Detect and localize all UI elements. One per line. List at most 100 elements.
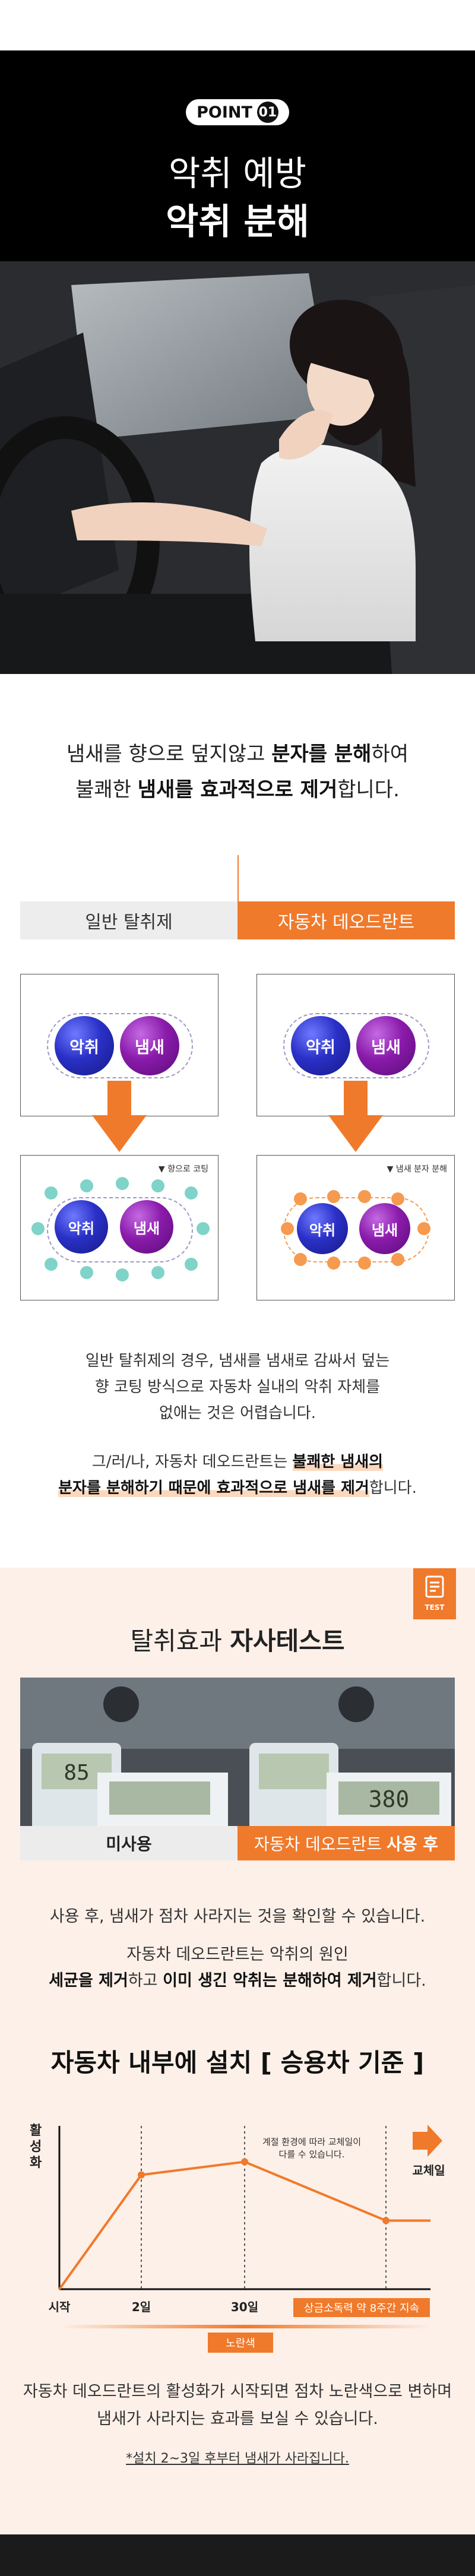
meter-after-reading: 380 [369,1786,410,1812]
test-text2-bold-a: 세균을 제거 [49,1971,128,1990]
chart-x-tick-start: 시작 [49,2300,71,2314]
intro-line2-a: 불쾌한 [75,778,138,802]
intro-line1-a: 냄새를 향으로 덮지않고 [66,742,272,766]
yellow-badge [208,2333,273,2353]
compare-right-header: 자동차 데오드란트 [238,901,455,939]
odor-ball: 악취 [297,1203,348,1254]
closing-note: *설치 2~3일 후부터 냄새가 사라집니다. [126,2451,349,2466]
point-badge: POINT 01 [186,99,289,125]
left-top-oval [47,1013,193,1078]
meter-before-reading: 85 [64,1761,89,1785]
decomposed-dot [294,1253,307,1266]
smell-ball: 냄새 [356,1016,416,1075]
explain-p1-line3: 없애는 것은 어렵습니다. [159,1404,316,1422]
test-text2-d: 합니다. [376,1971,426,1990]
left-arrow-down-icon [92,1081,147,1152]
scent-dot [151,1266,164,1279]
test-text2-line2: 세균을 제거하고 이미 생긴 악취는 분해하여 제거합니다. [0,1968,475,1994]
smell-ball: 냄새 [120,1200,173,1254]
explain-p1-line2: 향 코팅 방식으로 자동차 실내의 악취 자체를 [94,1378,381,1396]
decomposed-dot [358,1190,371,1203]
meter-after-illustration: 380 [238,1678,455,1850]
scent-dot [185,1258,198,1271]
right-bottom-tag: ▼ 냄새 분자 분해 [387,1164,447,1174]
test-title-a: 탈취효과 [130,1626,230,1656]
scent-dot [116,1268,129,1281]
intro-line1-c: 하여 [371,742,409,766]
hero-photo [0,261,475,674]
right-arrow-down-icon [328,1081,383,1152]
odor-ball: 악취 [55,1016,114,1075]
test-text2-line1: 자동차 데오드란트는 악취의 원인 [126,1945,349,1964]
label-after-bold: 사용 후 [386,1834,438,1854]
scent-dot [80,1179,93,1192]
intro-line2-c: 합니다. [337,778,400,802]
test-text2-bold-c: 이미 생긴 악취는 분해하여 제거 [163,1971,377,1990]
yellow-label: 노란색 [226,2337,255,2350]
scent-dot [80,1266,93,1279]
scent-dot [151,1179,164,1192]
decomposed-dot [327,1190,340,1203]
explain-p2-line1-a: 그/러/나, 자동차 데오드란트는 [91,1453,293,1471]
duration-badge [293,2298,430,2317]
arrow-right-icon [413,2125,442,2157]
closing-line1: 자동차 데오드란트의 활성화가 시작되면 점차 노란색으로 변하며 [23,2382,452,2401]
left-bottom-box: ▼ 향으로 코팅 악취 냄새 [20,1155,218,1300]
closing-text: 자동차 데오드란트의 활성화가 시작되면 점차 노란색으로 변하며 냄새가 사라… [0,2378,475,2433]
decomposed-dot [327,1257,340,1270]
chart-x-tick-30: 30일 [231,2300,258,2314]
chart-replace-label: 교체일 [412,2163,445,2178]
hero-title-line2: 악취 분해 [166,201,309,243]
graph-title: 자동차 내부에 설치 [ 승용차 기준 ] [50,2048,425,2077]
label-before: 미사용 [20,1826,238,1860]
divider-line [238,855,239,903]
scent-dot [31,1222,45,1235]
woman-in-car-illustration [0,261,475,674]
chart-series-line [58,2160,387,2290]
decomposed-dot [294,1192,307,1205]
explain-p2-line2-highlight: 분자를 분해하기 때문에 효과적으로 냄새를 제거 [58,1479,369,1497]
chart-guides [141,2126,387,2289]
explain-p2-line1-highlight: 불쾌한 냄새의 [292,1453,384,1471]
test-badge-label: TEST [425,1603,445,1612]
smell-ball: 냄새 [120,1016,179,1075]
decomposed-dot [391,1253,404,1266]
duration-label: 상금소독력 약 8주간 지속 [304,2302,419,2315]
test-badge: TEST [413,1568,456,1619]
intro-line2-bold: 냄새를 효과적으로 제거 [137,778,338,802]
decomposed-dot [417,1222,430,1235]
decomposed-dot [358,1257,371,1270]
closing-line2: 냄새가 사라지는 효과를 보실 수 있습니다. [97,2410,378,2428]
scent-dot [116,1177,129,1190]
scent-dot [45,1258,58,1271]
top-strip [0,0,475,50]
chart-ylabel-3: 화 [30,2156,42,2170]
label-after-a: 자동차 데오드란트 [254,1834,382,1854]
test-text-1: 사용 후, 냄새가 점차 사라지는 것을 확인할 수 있습니다. [49,1907,426,1926]
chart-ylabel-2: 성 [30,2140,42,2154]
test-title: 탈취효과 자사테스트 [0,1621,475,1657]
chart-ylabel-1: 활 [30,2124,42,2138]
explain-paragraph-1: 일반 탈취제의 경우, 냄새를 냄새로 감싸서 덮는 향 코팅 방식으로 자동차… [0,1348,475,1426]
scent-dot [185,1186,198,1200]
chart-note-line2: 다를 수 있습니다. [279,2149,345,2160]
meter-before-illustration: 85 [20,1678,238,1850]
explain-p2-line2-b: 합니다. [369,1479,417,1497]
intro-line1-bold: 분자를 분해 [271,742,372,766]
test-photo-before: 85 [20,1678,238,1850]
compare-left-header: 일반 탈취제 [20,901,238,939]
scent-dot [45,1186,58,1200]
left-bottom-tag: ▼ 향으로 코팅 [158,1164,208,1174]
activation-chart: 활 성 화 계절 환경에 따라 교체일이 다를 수 있습니다. 교체일 시작 2… [30,2124,445,2353]
test-text2-b: 하고 [128,1971,163,1990]
chart-note-line1: 계절 환경에 따라 교체일이 [262,2137,361,2147]
chart-points [138,2158,390,2224]
clipboard-icon [425,1575,444,1598]
odor-ball: 악취 [291,1016,350,1075]
intro-line2: 불쾌한 냄새를 효과적으로 제거합니다. [0,772,475,808]
bottom-strip [0,2534,475,2576]
explain-paragraph-2: 그/러/나, 자동차 데오드란트는 불쾌한 냄새의 분자를 분해하기 때문에 효… [0,1449,475,1501]
chart-x-tick-2: 2일 [132,2300,151,2314]
test-text-2: 자동차 데오드란트는 악취의 원인 세균을 제거하고 이미 생긴 악취는 분해하… [0,1942,475,1994]
right-top-oval [283,1013,429,1078]
